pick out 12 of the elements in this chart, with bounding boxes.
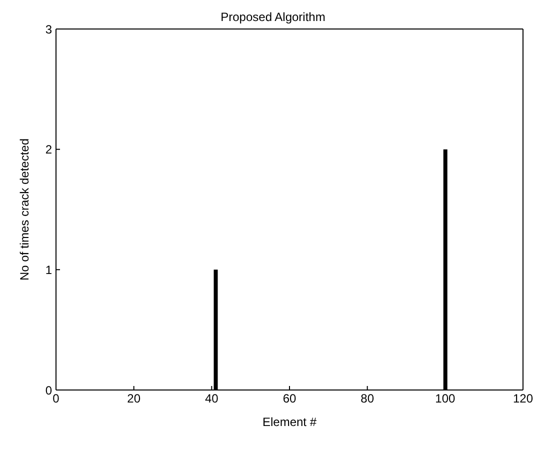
y-tick-label: 1	[45, 262, 52, 277]
x-tick-label: 120	[512, 392, 534, 406]
x-tick-label: 100	[435, 392, 456, 406]
x-tick-label: 20	[127, 392, 141, 406]
y-axis-title: No of times crack detected	[17, 138, 32, 281]
x-axis-title: Element #	[262, 415, 317, 429]
x-tick-label: 80	[360, 392, 374, 406]
x-tick-label: 60	[282, 392, 296, 406]
y-tick-label: 3	[45, 22, 52, 36]
x-tick-label: 40	[204, 392, 219, 406]
chart-title: Proposed Algorithm	[220, 10, 326, 24]
y-tick-label: 2	[45, 142, 52, 157]
